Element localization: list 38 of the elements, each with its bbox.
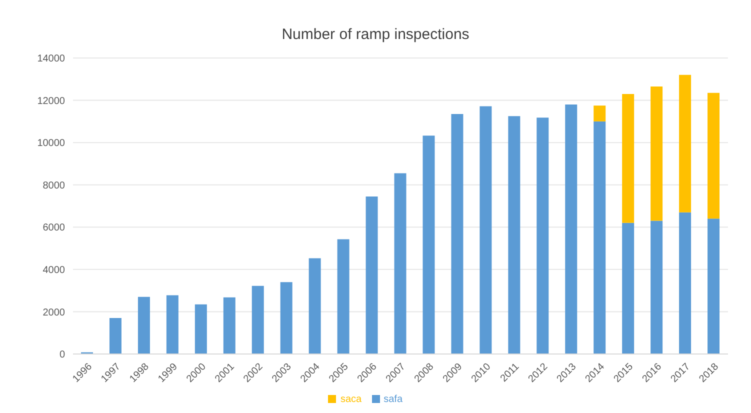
bar <box>708 92 720 219</box>
bar <box>536 118 549 354</box>
bar <box>622 222 634 354</box>
bar <box>422 136 435 354</box>
legend-label: saca <box>340 394 362 405</box>
bar <box>280 282 292 354</box>
bar <box>679 212 692 354</box>
y-tick-label: 6000 <box>42 222 66 234</box>
y-tick-label: 14000 <box>37 54 66 65</box>
y-tick-label: 0 <box>59 350 66 361</box>
bar <box>650 86 663 221</box>
bar <box>565 104 578 354</box>
y-tick-label: 2000 <box>42 307 66 318</box>
bar <box>508 116 520 354</box>
chart-title: Number of ramp inspections <box>280 25 470 45</box>
bar <box>394 173 406 354</box>
bar <box>166 295 178 354</box>
bar <box>366 196 378 354</box>
bar <box>594 121 606 354</box>
bar <box>451 114 464 354</box>
bar <box>308 258 321 354</box>
bar <box>622 94 634 223</box>
bar <box>252 286 264 354</box>
legend-label: safa <box>384 394 403 405</box>
bar <box>480 106 492 354</box>
y-tick-label: 12000 <box>37 96 66 107</box>
y-tick-label: 4000 <box>42 264 66 276</box>
bar <box>650 220 663 354</box>
bar <box>679 74 692 212</box>
y-tick-label: 8000 <box>42 180 66 192</box>
bar <box>594 106 606 122</box>
bar <box>138 296 150 354</box>
bar <box>109 318 122 354</box>
bar <box>708 218 720 354</box>
bar <box>194 304 207 354</box>
bar <box>337 239 350 354</box>
y-tick-label: 10000 <box>37 138 66 150</box>
bar <box>223 297 236 354</box>
